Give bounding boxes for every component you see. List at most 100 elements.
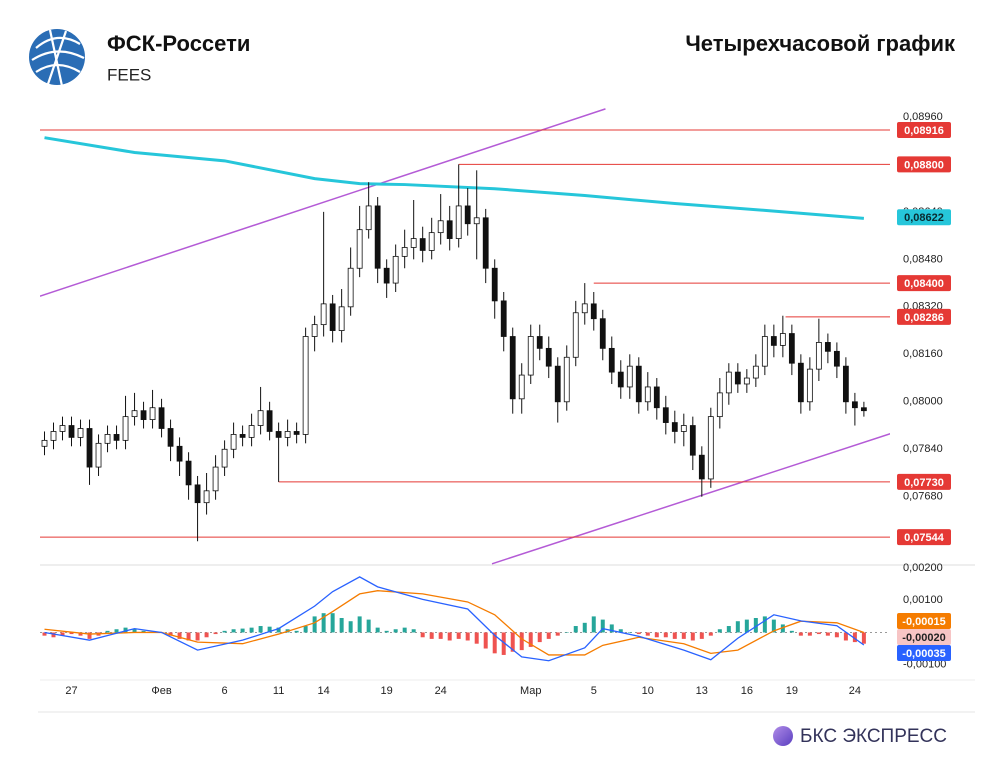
histogram-bar (258, 626, 263, 633)
histogram-bar (123, 627, 128, 633)
price-pane (40, 108, 890, 565)
candle-body (50, 431, 57, 441)
histogram-bar (717, 629, 722, 633)
ticker: FEES (107, 65, 151, 84)
candle-body (86, 428, 93, 468)
histogram-bar (564, 632, 569, 633)
candle-body (131, 410, 138, 418)
candle-body (806, 368, 813, 403)
price-badge (897, 308, 951, 325)
histogram-bar (447, 632, 452, 641)
candle-body (41, 439, 48, 447)
candle-body (716, 392, 723, 418)
price-badge-label: 0,08286 (904, 312, 944, 324)
candle-body (473, 217, 480, 225)
histogram-bar (636, 632, 641, 635)
histogram-bar (276, 627, 281, 633)
candle-body (185, 460, 192, 486)
candle-body (401, 247, 408, 257)
histogram-bar (645, 632, 650, 636)
y-tick-label: 0,00200 (903, 562, 943, 574)
histogram-bar (114, 629, 119, 633)
histogram-bar (546, 632, 551, 639)
price-badge-label: 0,07544 (904, 532, 945, 544)
candle-body (698, 454, 705, 480)
price-badge (897, 121, 951, 138)
candle-body (257, 410, 264, 426)
price-badge-label: -0,00035 (902, 648, 945, 660)
candle-body (491, 267, 498, 302)
histogram-bar (42, 632, 47, 636)
candle-body (509, 336, 516, 400)
histogram-bar (420, 632, 425, 638)
histogram-bar (780, 624, 785, 633)
histogram-bar (240, 628, 245, 633)
candle-body (158, 407, 165, 429)
y-tick-label: -0,00100 (903, 658, 946, 670)
candle-body (662, 407, 669, 423)
x-tick-label: 13 (696, 685, 708, 697)
price-badge (897, 629, 951, 645)
histogram-bar (141, 630, 146, 633)
candle-body (302, 336, 309, 435)
candle-body (212, 466, 219, 492)
histogram-bar (330, 613, 335, 633)
candle-body (797, 362, 804, 403)
candle-body (824, 342, 831, 352)
x-tick-label: 24 (435, 685, 447, 697)
candle-body (419, 238, 426, 251)
candle-body (275, 431, 282, 438)
price-badge-label: 0,08400 (904, 278, 944, 290)
brand-text: БКС ЭКСПРЕСС (800, 726, 947, 747)
candle-body (356, 229, 363, 269)
histogram-bar (492, 632, 497, 654)
histogram-bar (204, 632, 209, 638)
histogram-bar (555, 632, 560, 636)
histogram-bar (519, 632, 524, 651)
price-badge (897, 613, 951, 629)
candle-body (653, 386, 660, 409)
candle-body (626, 365, 633, 388)
candle-body (221, 448, 228, 468)
price-badge-label: 0,08622 (904, 212, 944, 224)
histogram-bar (231, 629, 236, 633)
histogram-bar (807, 632, 812, 636)
x-tick-label: Мар (520, 685, 542, 697)
histogram-bar (321, 613, 326, 633)
histogram-bar (456, 632, 461, 639)
y-tick-label: 0,00100 (903, 594, 943, 606)
candle-body (680, 425, 687, 432)
candle-body (581, 303, 588, 314)
candle-body (68, 425, 75, 438)
candle-body (437, 220, 444, 234)
candle-body (788, 333, 795, 364)
histogram-bar (618, 629, 623, 633)
price-badge-label: -0,00015 (902, 616, 945, 628)
histogram-bar (582, 622, 587, 633)
signal-line (44, 590, 865, 656)
histogram-bar (294, 630, 299, 633)
y-tick-label: 0,08960 (903, 111, 943, 123)
candle-body (338, 306, 345, 331)
histogram-bar (744, 619, 749, 633)
candle-body (617, 371, 624, 388)
histogram-bar (843, 632, 848, 641)
histogram-bar (348, 621, 353, 633)
title: ФСК-Россети (107, 31, 250, 56)
histogram-bar (267, 626, 272, 633)
histogram-bar (411, 629, 416, 633)
histogram-bar (609, 624, 614, 633)
candle-body (266, 410, 273, 432)
histogram-bar (573, 626, 578, 633)
candle-body (779, 333, 786, 346)
candle-body (482, 217, 489, 269)
histogram-bar (798, 632, 803, 636)
candle-body (239, 434, 246, 438)
candle-body (500, 300, 507, 337)
y-tick-label: 0,08000 (903, 396, 943, 408)
histogram-bar (60, 632, 65, 636)
candle-body (671, 422, 678, 432)
x-tick-label: 16 (741, 685, 753, 697)
